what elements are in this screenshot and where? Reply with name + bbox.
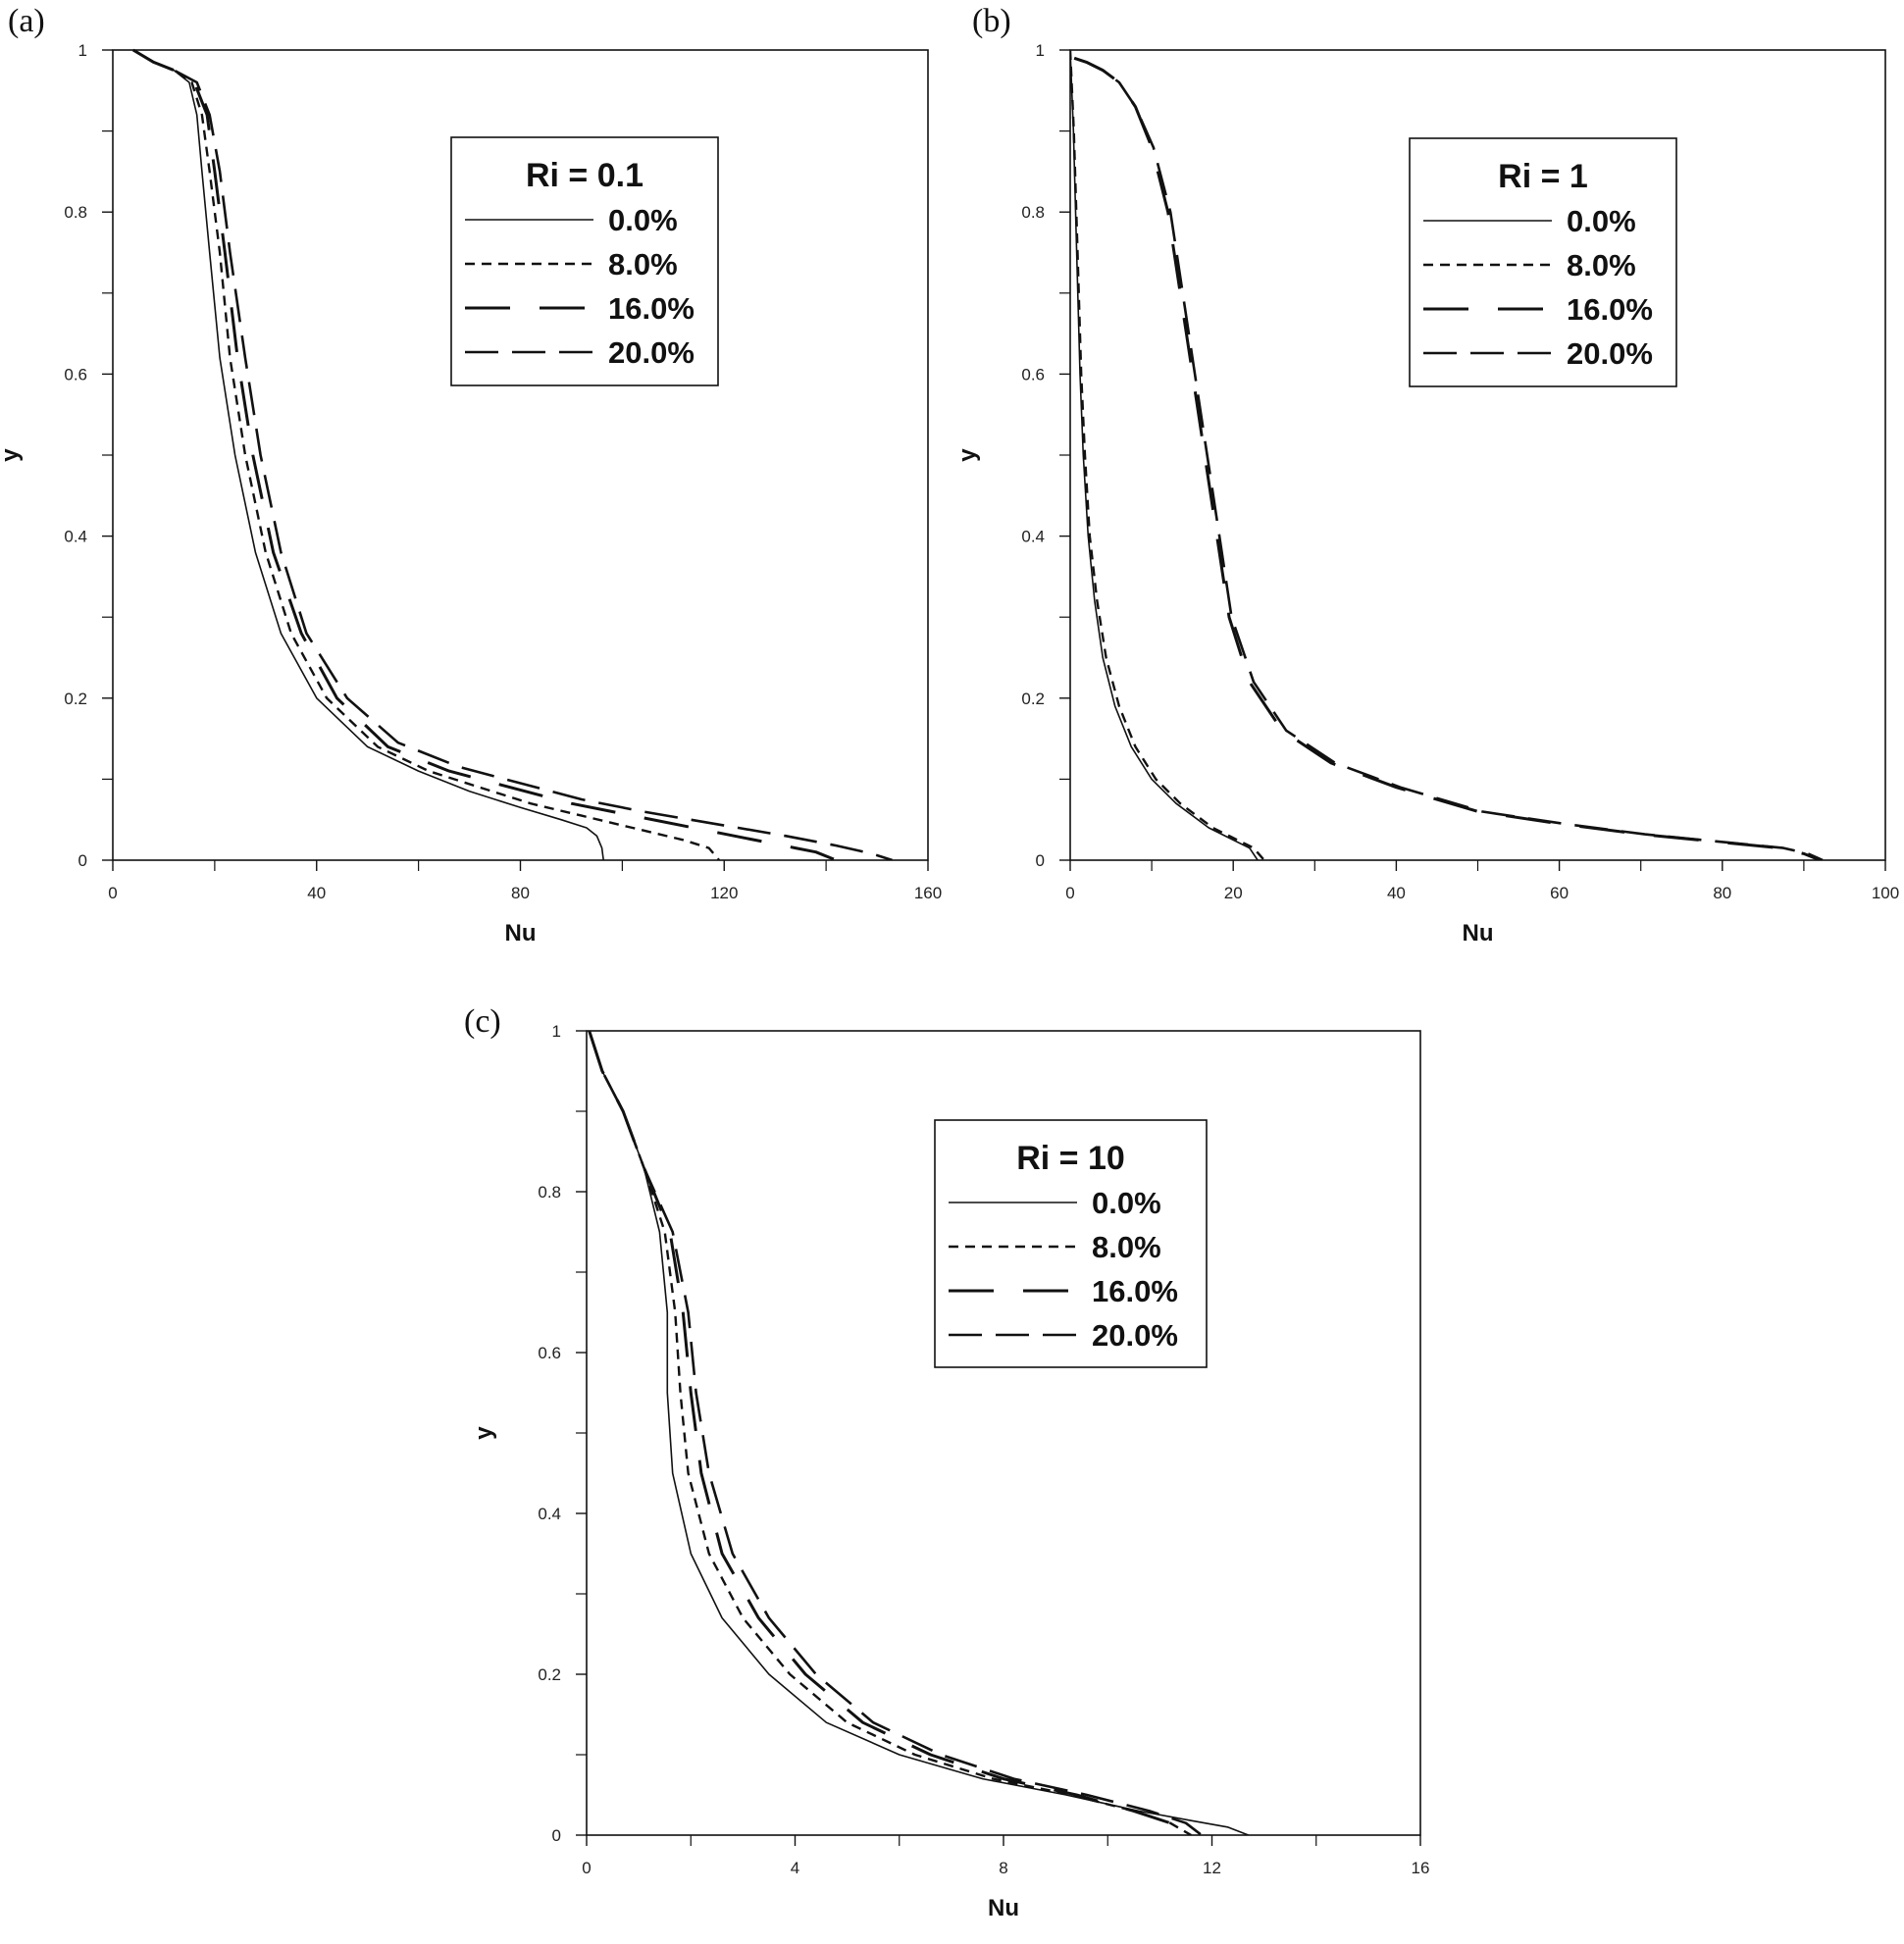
legend-label: 8.0%	[1092, 1230, 1161, 1264]
x-tick-label: 12	[1203, 1859, 1221, 1877]
panel-label: (c)	[464, 1003, 501, 1040]
panel-label: (a)	[8, 3, 45, 39]
x-axis-title: Nu	[505, 920, 537, 946]
legend-title: Ri = 10	[1016, 1140, 1125, 1177]
series-line-200	[1073, 57, 1824, 860]
series-line-160	[588, 1030, 1182, 1835]
legend-box	[450, 136, 719, 386]
series-line-80	[132, 48, 721, 860]
y-tick-label: 0.6	[64, 365, 87, 384]
y-tick-label: 0	[1036, 851, 1045, 870]
x-tick-label: 8	[999, 1859, 1007, 1877]
chart-panel-1: (a) 0 40 80 120 160 0 0.2 0.4 0.6 0.8 1 Nu y Ri = 0.1 0…	[0, 3, 942, 946]
panel-label: (b)	[972, 3, 1011, 39]
legend-box	[934, 1119, 1208, 1368]
y-tick-label: 0.6	[538, 1344, 561, 1362]
y-tick-label: 0.6	[1021, 365, 1045, 384]
x-tick-label: 80	[511, 884, 530, 902]
y-tick-label: 0.2	[538, 1665, 561, 1684]
legend-label: 0.0%	[1567, 204, 1636, 238]
legend-label: 16.0%	[1092, 1274, 1178, 1308]
legend: Ri = 0.1 0.0% 8.0% 16.0% 20.0%	[450, 136, 719, 386]
y-tick-label: 1	[1036, 41, 1045, 60]
legend-box	[1409, 137, 1677, 387]
legend-label: 16.0%	[1567, 292, 1653, 327]
y-tick-label: 0.2	[1021, 690, 1045, 708]
y-tick-label: 0.4	[64, 528, 87, 546]
x-axis-title: Nu	[1463, 920, 1494, 946]
series-line-00	[132, 49, 604, 860]
legend-label: 16.0%	[608, 291, 695, 326]
y-tick-label: 1	[552, 1022, 561, 1041]
x-tick-label: 16	[1412, 1859, 1430, 1877]
series-line-80	[1070, 49, 1265, 860]
series-line-200	[132, 48, 893, 860]
y-tick-label: 0.4	[538, 1505, 561, 1523]
series-line-200	[588, 1030, 1203, 1835]
x-tick-label: 100	[1872, 884, 1899, 902]
x-tick-label: 0	[582, 1859, 591, 1877]
legend-title: Ri = 1	[1498, 158, 1588, 195]
series-line-00	[1070, 49, 1259, 860]
chart-panel-2: (b) 0 20 40 60 80 100 0 0.2 0.4 0.6 0.8 1 Nu y Ri = 1 0.…	[954, 3, 1899, 946]
legend-label: 8.0%	[1567, 248, 1636, 282]
series-line-160	[1073, 56, 1822, 860]
y-tick-label: 0.4	[1021, 528, 1045, 546]
x-tick-label: 80	[1713, 884, 1731, 902]
legend-title: Ri = 0.1	[526, 157, 643, 194]
legend-label: 20.0%	[1567, 336, 1653, 371]
x-tick-label: 40	[1387, 884, 1406, 902]
x-tick-label: 120	[710, 884, 738, 902]
x-tick-label: 160	[914, 884, 942, 902]
x-tick-label: 60	[1550, 884, 1569, 902]
y-tick-label: 0	[78, 851, 87, 870]
legend-label: 20.0%	[608, 335, 695, 370]
legend-label: 8.0%	[608, 247, 678, 281]
x-tick-label: 40	[307, 884, 326, 902]
y-tick-label: 1	[78, 41, 87, 60]
series-line-160	[132, 48, 838, 860]
legend-label: 0.0%	[608, 203, 678, 237]
y-tick-label: 0.8	[538, 1183, 561, 1202]
y-axis-title: y	[471, 1426, 497, 1440]
legend: Ri = 10 0.0% 8.0% 16.0% 20.0%	[934, 1119, 1208, 1368]
x-tick-label: 0	[1065, 884, 1074, 902]
x-tick-label: 4	[791, 1859, 799, 1877]
y-axis-title: y	[0, 448, 24, 462]
legend: Ri = 1 0.0% 8.0% 16.0% 20.0%	[1409, 137, 1677, 387]
x-axis-title: Nu	[988, 1895, 1019, 1921]
y-tick-label: 0.2	[64, 690, 87, 708]
x-tick-label: 0	[108, 884, 117, 902]
y-tick-label: 0.8	[1021, 203, 1045, 222]
x-tick-label: 20	[1224, 884, 1243, 902]
legend-label: 20.0%	[1092, 1318, 1178, 1353]
y-axis-title: y	[954, 448, 981, 462]
y-tick-label: 0.8	[64, 203, 87, 222]
y-tick-label: 0	[552, 1826, 561, 1845]
chart-panel-3: (c) 0 4 8 12 16 0 0.2 0.4 0.6 0.8 1 Nu y Ri = 10 0.0% 8.…	[464, 1003, 1429, 1921]
legend-label: 0.0%	[1092, 1186, 1161, 1220]
